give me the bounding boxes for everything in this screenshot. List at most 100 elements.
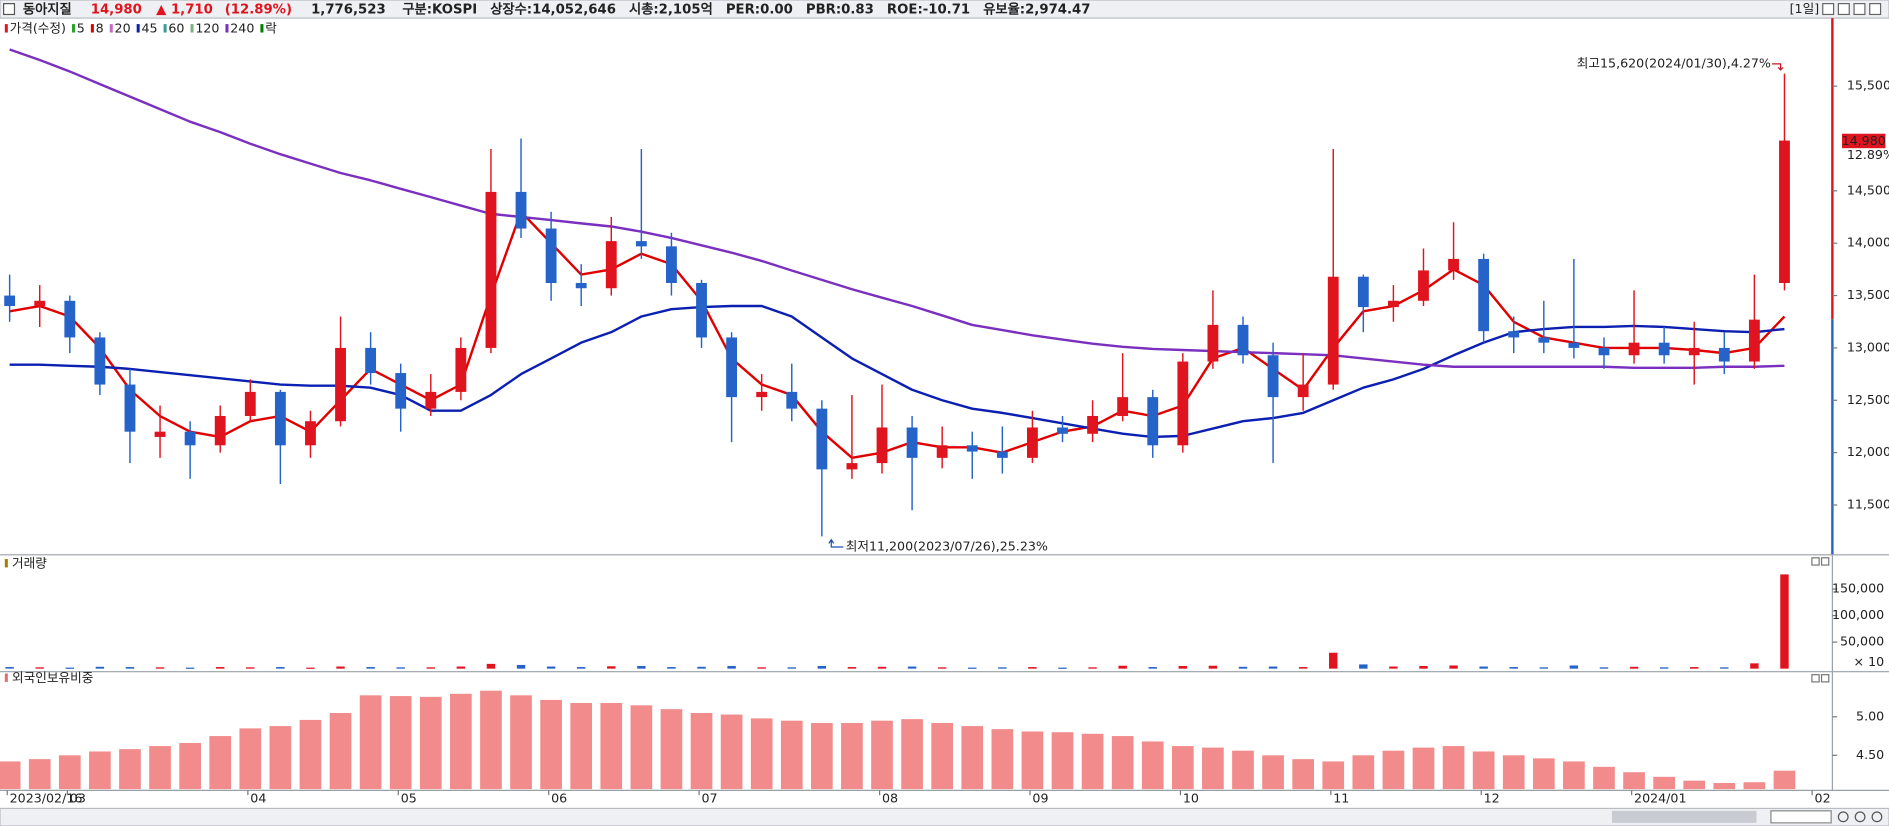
- zoom-slider[interactable]: [1770, 810, 1832, 824]
- bar: [600, 703, 623, 790]
- candle-body: [34, 300, 46, 307]
- scroll-thumb[interactable]: [1611, 810, 1757, 823]
- window-button[interactable]: [1837, 3, 1850, 16]
- x-tick-label: 08: [882, 790, 898, 805]
- legend-label: 8: [96, 20, 104, 35]
- bar: [486, 663, 496, 669]
- bar: [576, 667, 586, 669]
- candle-body: [756, 391, 768, 398]
- bar: [1141, 741, 1164, 790]
- candle-body: [64, 300, 76, 338]
- window-button[interactable]: [1822, 3, 1835, 16]
- candle-body: [1387, 300, 1399, 308]
- period-button[interactable]: [1일]: [1790, 1, 1819, 16]
- bar: [1683, 780, 1706, 790]
- window-button[interactable]: [1853, 3, 1866, 16]
- legend-swatch: [260, 24, 264, 33]
- header-bar: [0, 0, 1889, 19]
- annotation-arrow: [1772, 63, 1784, 71]
- pane-button[interactable]: [1820, 674, 1830, 683]
- bar: [660, 709, 683, 790]
- y-tick-label: 50,000: [1840, 634, 1884, 649]
- candle-body: [1177, 361, 1189, 446]
- bar: [1743, 782, 1766, 790]
- bar: [931, 722, 954, 790]
- stock-info: ROE:-10.71: [887, 3, 970, 18]
- scrollbar: [0, 807, 1889, 826]
- x-tick-label: 2024/01: [1634, 790, 1686, 805]
- bar: [697, 666, 706, 669]
- pane-button[interactable]: [1811, 557, 1820, 566]
- y-tick-label: 13,500: [1847, 287, 1889, 302]
- bar: [1058, 667, 1067, 669]
- pane-button[interactable]: [1820, 557, 1830, 566]
- bar: [811, 722, 833, 790]
- zoom-button[interactable]: [1854, 811, 1866, 823]
- bar: [1028, 667, 1037, 669]
- stock-info: 구분:KOSPI: [402, 2, 477, 18]
- pane-title: 외국인보유비중: [12, 670, 93, 685]
- candle-body: [485, 191, 497, 348]
- ma-line: [9, 304, 1785, 439]
- candle-body: [1057, 427, 1068, 434]
- stock-change-pct: (12.89%): [225, 3, 292, 18]
- legend-swatch: [163, 24, 167, 33]
- bar: [215, 667, 225, 669]
- bar: [389, 696, 412, 790]
- zoom-button[interactable]: [1871, 811, 1883, 823]
- y-tick-label: 14,500: [1847, 182, 1889, 197]
- candle-body: [1327, 276, 1339, 385]
- x-tick-label: 06: [551, 790, 567, 805]
- low-annotation: 최저11,200(2023/07/26),25.23%: [846, 538, 1048, 553]
- pane-title-swatch: [4, 559, 8, 568]
- y-tick-label: 15,500: [1847, 78, 1889, 93]
- candle-body: [214, 415, 226, 446]
- bar: [1382, 750, 1405, 790]
- legend-swatch: [190, 24, 194, 33]
- bar: [841, 722, 863, 790]
- candle-body: [94, 337, 106, 385]
- candle-body: [1718, 347, 1730, 362]
- bar: [1262, 755, 1284, 790]
- candle-body: [1026, 427, 1038, 458]
- candle-body: [1237, 324, 1249, 356]
- x-tick-label: 02: [1815, 790, 1831, 805]
- bar: [155, 667, 165, 669]
- price-tag-change: 12.89%: [1847, 147, 1889, 162]
- stock-volume: 1,776,523: [311, 3, 386, 18]
- bar: [1532, 758, 1555, 790]
- candle-body: [786, 391, 798, 409]
- candle-body: [1688, 347, 1700, 356]
- y-tick-label: 12,500: [1847, 392, 1889, 407]
- bar: [1021, 731, 1044, 790]
- candle-body: [906, 427, 918, 458]
- candle-body: [1508, 331, 1520, 338]
- candle-body: [635, 241, 647, 247]
- bar: [239, 728, 262, 790]
- header-checkbox[interactable]: [3, 3, 16, 16]
- bar: [306, 667, 315, 669]
- stock-info: 유보율:2,974.47: [983, 1, 1090, 18]
- pane-button[interactable]: [1811, 674, 1820, 683]
- bar: [607, 666, 616, 669]
- price-tag-price: 14,980: [1842, 133, 1886, 148]
- candle-body: [1598, 347, 1610, 356]
- y-tick-label: 14,000: [1847, 235, 1889, 250]
- bar: [65, 667, 75, 669]
- candle-body: [936, 445, 948, 458]
- bar: [757, 667, 766, 669]
- candle-body: [1748, 319, 1760, 362]
- bar: [336, 666, 345, 669]
- stock-change: ▲ 1,710: [156, 3, 213, 18]
- pane-title-swatch: [4, 673, 8, 682]
- bar: [1111, 736, 1134, 790]
- zoom-button[interactable]: [1837, 811, 1849, 823]
- bar: [991, 729, 1014, 790]
- candle-body: [515, 191, 527, 229]
- bar: [901, 719, 923, 790]
- bar: [780, 720, 803, 790]
- y-tick-label: 4.50: [1856, 747, 1884, 762]
- candle-body: [1779, 140, 1790, 283]
- window-button[interactable]: [1869, 3, 1882, 16]
- candle-body: [455, 347, 467, 392]
